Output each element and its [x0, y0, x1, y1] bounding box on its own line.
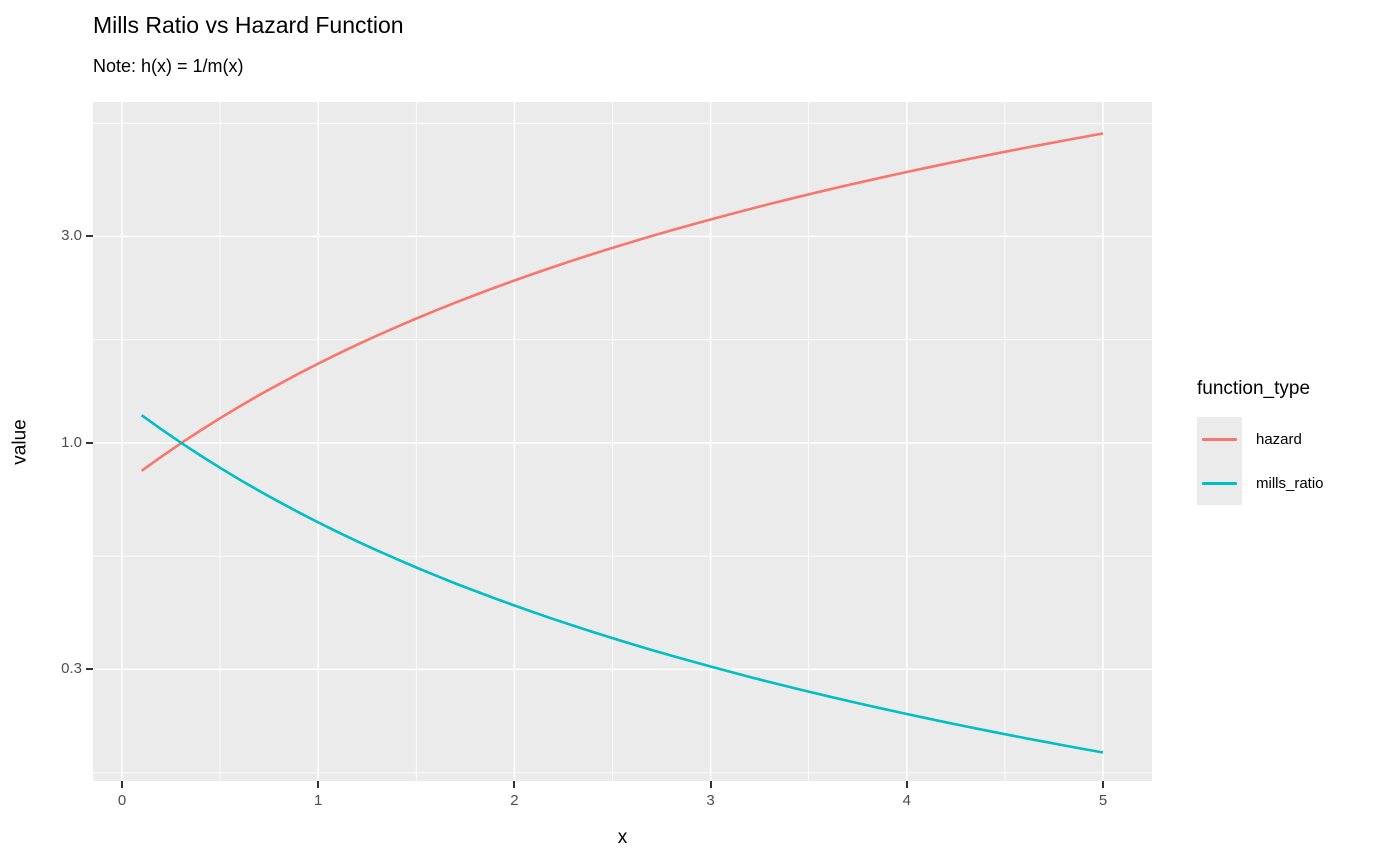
y-tick-mark — [86, 442, 93, 444]
mills-ratio-line-icon — [1202, 482, 1237, 485]
x-tick-label: 2 — [510, 792, 519, 809]
y-tick-mark — [86, 668, 93, 671]
x-tick-label: 4 — [902, 792, 911, 809]
hazard-line-icon — [1202, 438, 1237, 441]
legend-key-hazard — [1197, 417, 1242, 461]
x-tick-mark — [709, 781, 712, 788]
legend-item-hazard: hazard — [1197, 417, 1324, 461]
legend-label-hazard: hazard — [1256, 430, 1302, 448]
y-axis-title: value — [10, 418, 32, 465]
series-line-mills_ratio — [140, 414, 1104, 754]
legend-title: function_type — [1197, 378, 1311, 399]
x-tick-mark — [121, 781, 123, 788]
chart-subtitle: Note: h(x) = 1/m(x) — [93, 56, 244, 76]
y-tick-label: 0.3 — [61, 660, 82, 678]
chart-title: Mills Ratio vs Hazard Function — [93, 12, 404, 38]
x-tick-label: 1 — [314, 792, 323, 809]
legend-label-mills-ratio: mills_ratio — [1256, 474, 1324, 492]
x-tick-mark — [513, 781, 516, 788]
y-tick-label: 1.0 — [61, 434, 82, 451]
plot-canvas — [93, 102, 1152, 781]
y-tick-label: 3.0 — [61, 227, 82, 245]
plot-panel — [93, 102, 1152, 781]
series-line-hazard — [140, 132, 1104, 472]
y-tick-mark — [86, 235, 93, 238]
x-tick-mark — [905, 781, 908, 788]
x-tick-mark — [1102, 781, 1104, 788]
legend: function_type hazard mills_ratio — [1197, 378, 1324, 505]
y-axis-title-wrap: value — [0, 102, 42, 781]
x-tick-mark — [317, 781, 320, 788]
x-axis-title: x — [617, 827, 628, 848]
x-tick-label: 0 — [117, 792, 127, 809]
x-tick-label: 3 — [706, 792, 715, 809]
x-tick-label: 5 — [1098, 792, 1108, 809]
legend-key-mills-ratio — [1197, 461, 1242, 505]
legend-item-mills-ratio: mills_ratio — [1197, 461, 1324, 505]
